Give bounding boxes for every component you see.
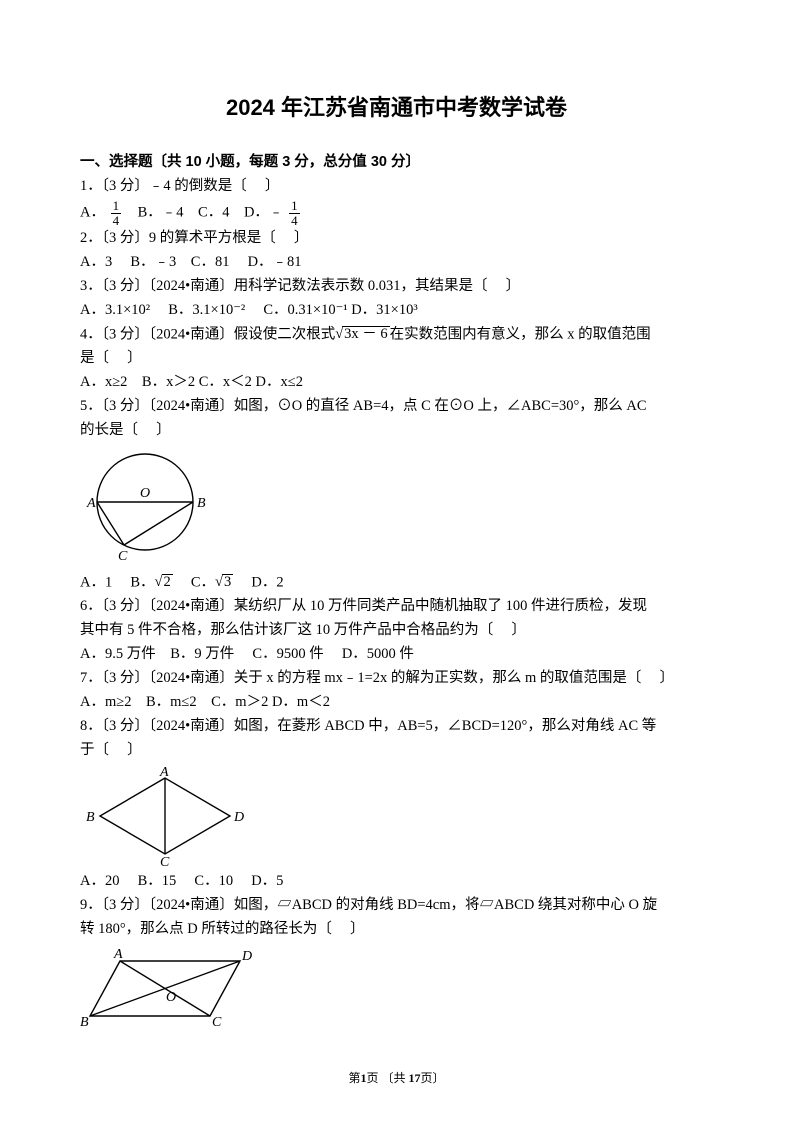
q1-optC: C．4 xyxy=(198,204,229,220)
q8-rhombus-figure: A B C D xyxy=(80,766,250,866)
q4-options: A．x≥2 B．x＞2 C．x＜2 D．x≤2 xyxy=(80,371,713,395)
q6-stem-line1: 6．〔3 分〕〔2024•南通〕某纺织厂从 10 万件同类产品中随机抽取了 10… xyxy=(80,595,713,619)
footer-mid: 页 〔共 xyxy=(366,1071,405,1085)
frac-bot: 4 xyxy=(111,214,122,228)
q1-optD-prefix: D．﹣ xyxy=(244,204,283,220)
footer-suffix: 页〕 xyxy=(421,1071,445,1085)
label-C: C xyxy=(118,549,128,564)
label-B: B xyxy=(86,810,95,825)
sqrt-icon: √3x － 6 xyxy=(335,323,389,347)
q7-stem: 7．〔3 分〕〔2024•南通〕关于 x 的方程 mx﹣1=2x 的解为正实数，… xyxy=(80,667,713,691)
q4-stem-a: 4．〔3 分〕〔2024•南通〕假设使二次根式 xyxy=(80,326,335,342)
q9-stem-line1: 9．〔3 分〕〔2024•南通〕如图，▱ABCD 的对角线 BD=4cm，将▱A… xyxy=(80,894,713,918)
q1-options: A． 1 4 B．﹣4 C．4 D．﹣ 1 4 xyxy=(80,199,713,227)
section-1-header: 一、选择题〔共 10 小题，每题 3 分，总分值 30 分〕 xyxy=(80,150,713,171)
label-D: D xyxy=(241,949,252,964)
label-O: O xyxy=(166,990,176,1005)
sqrt-icon: √2 xyxy=(155,571,173,595)
label-C: C xyxy=(160,855,170,866)
q4-stem-line2: 是〔 〕 xyxy=(80,347,713,371)
q9-parallelogram-figure: A D B C O xyxy=(80,946,260,1031)
label-A: A xyxy=(113,947,123,962)
label-O: O xyxy=(140,486,150,501)
q5-stem-line1: 5．〔3 分〕〔2024•南通〕如图，⊙O 的直径 AB=4，点 C 在⊙O 上… xyxy=(80,395,713,419)
page-footer: 第1页 〔共 17页〕 xyxy=(0,1069,793,1086)
frac-top: 1 xyxy=(111,199,122,214)
label-A: A xyxy=(86,496,96,511)
q2-options: A．3 B．﹣3 C．81 D．﹣81 xyxy=(80,251,713,275)
fraction-icon: 1 4 xyxy=(289,199,300,227)
q4-stem-line1: 4．〔3 分〕〔2024•南通〕假设使二次根式√3x － 6在实数范围内有意义，… xyxy=(80,323,713,347)
q1-optA-prefix: A． xyxy=(80,204,105,220)
q4-stem-b: 在实数范围内有意义，那么 x 的取值范围 xyxy=(390,326,651,342)
label-C: C xyxy=(212,1015,222,1030)
q8-stem-line1: 8．〔3 分〕〔2024•南通〕如图，在菱形 ABCD 中，AB=5，∠BCD=… xyxy=(80,715,713,739)
q7-options: A．m≥2 B．m≤2 C．m＞2 D．m＜2 xyxy=(80,691,713,715)
q5-stem-line2: 的长是〔 〕 xyxy=(80,419,713,443)
sqrt2: 2 xyxy=(162,574,173,590)
sqrt-inner: 3x － 6 xyxy=(342,326,390,342)
q5-optC-after: D．2 xyxy=(233,574,283,590)
fraction-icon: 1 4 xyxy=(111,199,122,227)
label-B: B xyxy=(80,1015,89,1030)
q3-stem: 3．〔3 分〕〔2024•南通〕用科学记数法表示数 0.031，其结果是〔 〕 xyxy=(80,275,713,299)
frac-top: 1 xyxy=(289,199,300,214)
q5-circle-figure: A B C O xyxy=(80,447,220,567)
frac-bot: 4 xyxy=(289,214,300,228)
q5-optB-after: C． xyxy=(173,574,215,590)
label-D: D xyxy=(233,810,244,825)
label-B: B xyxy=(197,496,206,511)
q6-stem-line2: 其中有 5 件不合格，那么估计该厂这 10 万件产品中合格品约为〔 〕 xyxy=(80,619,713,643)
q1-optB: B．﹣4 xyxy=(138,204,184,220)
q9-stem-line2: 转 180°，那么点 D 所转过的路径长为〔 〕 xyxy=(80,918,713,942)
label-A: A xyxy=(159,766,169,780)
q2-stem: 2．〔3 分〕9 的算术平方根是〔 〕 xyxy=(80,227,713,251)
q8-options: A．20 B．15 C．10 D．5 xyxy=(80,870,713,894)
q3-options: A．3.1×10² B．3.1×10⁻² C．0.31×10⁻¹ D．31×10… xyxy=(80,299,713,323)
q1-stem: 1．〔3 分〕﹣4 的倒数是〔 〕 xyxy=(80,175,713,199)
q6-options: A．9.5 万件 B．9 万件 C．9500 件 D．5000 件 xyxy=(80,643,713,667)
footer-total: 17 xyxy=(409,1071,421,1085)
sqrt3: 3 xyxy=(222,574,233,590)
q5-optA: A．1 B． xyxy=(80,574,155,590)
q5-options: A．1 B．√2 C．√3 D．2 xyxy=(80,571,713,595)
footer-prefix: 第 xyxy=(348,1071,360,1085)
sqrt-icon: √3 xyxy=(215,571,233,595)
q8-stem-line2: 于〔 〕 xyxy=(80,739,713,763)
page-title: 2024 年江苏省南通市中考数学试卷 xyxy=(80,90,713,122)
